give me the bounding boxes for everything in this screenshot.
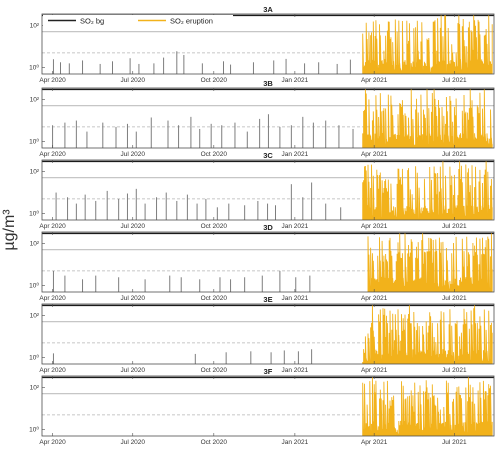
x-tick-label: Jul 2021	[442, 223, 467, 230]
x-tick-label: Apr 2020	[39, 77, 66, 84]
x-tick-label: Jul 2021	[442, 367, 467, 374]
eruption-series	[362, 89, 493, 149]
y-tick-label: 10²	[30, 168, 40, 175]
legend-label: SO₂ bg	[80, 17, 104, 26]
panel-3E: 3E 10⁰ 10² Apr 2020 Jul 2020 Oct 2020 Jan 2021…	[29, 295, 495, 374]
axes-frame	[41, 231, 495, 293]
x-tick-label: Oct 2020	[201, 151, 228, 158]
x-tick-label: Oct 2020	[201, 295, 228, 302]
x-tick-label: Jul 2020	[120, 295, 145, 302]
x-tick-label: Jul 2021	[442, 439, 467, 446]
x-tick-label: Jul 2020	[120, 367, 145, 374]
panel-3F: 3F 10⁰ 10² Apr 2020 Jul 2020 Oct 2020 Jan 2021…	[29, 367, 495, 446]
eruption-series	[362, 161, 493, 221]
x-tick-label: Jul 2020	[120, 77, 145, 84]
x-tick-label: Apr 2021	[361, 367, 388, 374]
eruption-series	[362, 305, 493, 365]
y-tick-label: 10²	[30, 312, 40, 319]
panel-title: 3E	[263, 295, 272, 304]
panel-3D: 3D 10⁰ 10² Apr 2020 Jul 2020 Oct 2020 Jan 2021…	[29, 223, 495, 302]
y-tick-label: 10⁰	[29, 426, 39, 434]
y-axis-label: µg/m³	[1, 209, 18, 251]
x-tick-label: Apr 2020	[39, 295, 66, 302]
axes-frame	[41, 87, 495, 149]
y-tick-label: 10⁰	[29, 138, 39, 146]
x-tick-label: Apr 2020	[39, 367, 66, 374]
x-tick-label: Jan 2021	[281, 367, 308, 374]
x-tick-label: Apr 2020	[39, 151, 66, 158]
panel-3B: 3B 10⁰ 10² Apr 2020 Jul 2020 Oct 2020 Jan 2021…	[29, 79, 495, 158]
y-tick-label: 10²	[30, 384, 40, 391]
axes-frame	[41, 13, 495, 75]
x-tick-label: Oct 2020	[201, 439, 228, 446]
eruption-series	[367, 233, 493, 293]
y-tick-label: 10²	[30, 96, 40, 103]
x-tick-label: Jul 2020	[120, 223, 145, 230]
x-tick-label: Apr 2021	[361, 151, 388, 158]
y-tick-label: 10⁰	[29, 210, 39, 218]
y-tick-label: 10⁰	[29, 282, 39, 290]
y-tick-label: 10²	[30, 22, 40, 29]
eruption-series	[362, 15, 493, 75]
legend: SO₂ bg SO₂ eruption	[43, 15, 233, 26]
x-tick-label: Apr 2021	[361, 223, 388, 230]
x-tick-label: Jan 2021	[281, 223, 308, 230]
y-tick-label: 10⁰	[29, 354, 39, 362]
x-tick-label: Oct 2020	[201, 367, 228, 374]
x-tick-label: Apr 2021	[361, 295, 388, 302]
x-tick-label: Oct 2020	[201, 223, 228, 230]
eruption-series	[362, 377, 493, 437]
x-tick-label: Jul 2021	[442, 295, 467, 302]
panel-title: 3F	[264, 367, 273, 376]
x-tick-label: Jul 2021	[442, 151, 467, 158]
panel-3A: 3A 10⁰ 10² Apr 2020 Jul 2020 Oct 2020 Jan 2021…	[29, 5, 495, 84]
legend-label: SO₂ eruption	[170, 17, 213, 26]
axes-frame	[41, 159, 495, 221]
x-tick-label: Apr 2021	[361, 439, 388, 446]
panel-title: 3A	[263, 5, 273, 14]
panel-3C: 3C 10⁰ 10² Apr 2020 Jul 2020 Oct 2020 Jan 2021…	[29, 151, 495, 230]
x-tick-label: Apr 2021	[361, 77, 388, 84]
x-tick-label: Jul 2020	[120, 151, 145, 158]
axes-frame	[41, 375, 495, 437]
panel-title: 3C	[263, 151, 273, 160]
x-tick-label: Jan 2021	[281, 295, 308, 302]
y-tick-label: 10⁰	[29, 64, 39, 72]
x-tick-label: Oct 2020	[201, 77, 228, 84]
x-tick-label: Jul 2021	[442, 77, 467, 84]
panels: 3A 10⁰ 10² Apr 2020 Jul 2020 Oct 2020 Jan 2021…	[29, 5, 495, 446]
x-tick-label: Jan 2021	[281, 77, 308, 84]
x-tick-label: Apr 2020	[39, 439, 66, 446]
x-tick-label: Jul 2020	[120, 439, 145, 446]
x-tick-label: Jan 2021	[281, 151, 308, 158]
x-tick-label: Jan 2021	[281, 439, 308, 446]
x-tick-label: Apr 2020	[39, 223, 66, 230]
panel-title: 3B	[263, 79, 273, 88]
panel-title: 3D	[263, 223, 273, 232]
axes-frame	[41, 303, 495, 365]
y-tick-label: 10²	[30, 240, 40, 247]
